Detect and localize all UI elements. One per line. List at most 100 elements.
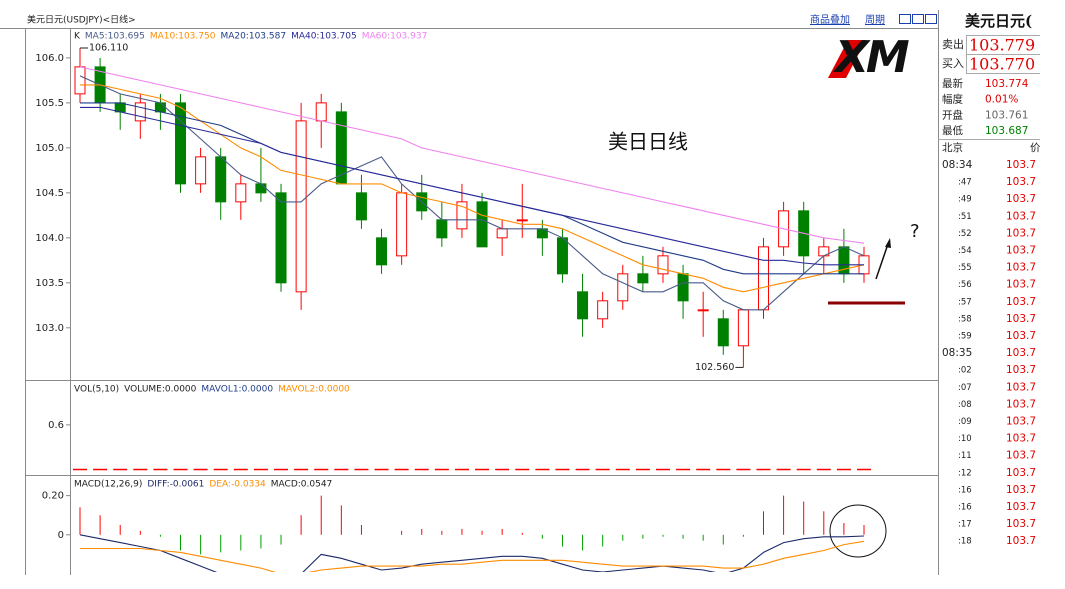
quote-text: 最新 <box>942 77 963 90</box>
legend-entry: MACD:0.0547 <box>271 480 333 490</box>
candle-body <box>154 102 166 113</box>
link[interactable]: 商品叠加 <box>810 13 850 26</box>
window-title: 美元日元(USDJPY)<日线> <box>27 14 136 26</box>
candle-body <box>74 66 86 95</box>
candle-body <box>175 102 187 185</box>
candle-body <box>597 300 609 320</box>
quote-text: 103.687 <box>985 125 1028 137</box>
quote-text: 幅度 <box>942 93 963 106</box>
candle-body <box>556 237 568 275</box>
quote-text: 103.7 <box>1006 279 1036 291</box>
volume-bar <box>454 468 469 471</box>
quote-text: 103.7 <box>1006 159 1036 171</box>
candle-body <box>677 273 689 302</box>
candle-body <box>295 120 307 293</box>
quote-text: :51 <box>958 212 972 222</box>
quote-text: 103.7 <box>1006 296 1036 308</box>
quote-text: 103.7 <box>1006 467 1036 479</box>
quote-text: 卖出 <box>942 37 964 51</box>
quote-text: 103.7 <box>1006 330 1036 342</box>
volume-bar <box>93 468 108 471</box>
candle-body <box>496 228 508 239</box>
volume-bar <box>274 468 289 471</box>
legend-entry: MA5:103.695 <box>85 32 145 42</box>
volume-bar <box>676 468 691 471</box>
quote-text: 北京 <box>942 141 963 154</box>
quote-text: :47 <box>958 178 972 188</box>
frame <box>0 10 939 575</box>
y-tick-label: 105.5 <box>35 98 64 109</box>
price: 103.770 <box>969 55 1035 74</box>
candle-body <box>396 192 408 257</box>
volume-bar <box>253 468 268 471</box>
legend-entry: MA10:103.750 <box>150 32 216 42</box>
link[interactable]: 周期 <box>865 14 885 26</box>
candle-body <box>315 102 327 122</box>
chart-title: 美日日线 <box>608 130 688 154</box>
volume-bar <box>595 468 610 471</box>
logo: XM <box>828 32 912 83</box>
y-tick-label: 105.0 <box>35 143 64 154</box>
candle-body <box>757 246 769 311</box>
plot <box>79 495 865 572</box>
volume-bar <box>816 468 831 471</box>
quote-text: :16 <box>958 485 972 495</box>
quote-text: 08:35 <box>942 347 972 359</box>
volume-bar <box>354 468 369 471</box>
candle-body <box>737 309 749 347</box>
quote-text: 103.761 <box>985 109 1028 121</box>
volume-bar <box>414 468 429 471</box>
volume-bar <box>716 468 731 471</box>
quote-text: 买入 <box>942 57 964 70</box>
volume-bar <box>374 468 389 471</box>
quote-text: :12 <box>958 468 972 478</box>
volume-bar <box>756 468 771 471</box>
series-line <box>79 66 865 244</box>
quote-text: :57 <box>958 297 972 307</box>
quote-text: 103.7 <box>1006 518 1036 530</box>
volume-bar <box>736 468 751 471</box>
candle-body <box>215 156 227 203</box>
quote-text: 最低 <box>942 124 963 137</box>
quote-text: :18 <box>958 537 972 547</box>
y-tick-label: 104.5 <box>35 188 64 199</box>
quote-text: 103.7 <box>1006 398 1036 410</box>
quote-text: :56 <box>958 280 972 290</box>
quote-text: 103.7 <box>1006 416 1036 428</box>
quote-text: 103.7 <box>1006 347 1036 359</box>
legend-entry: MAVOL1:0.0000 <box>201 385 273 395</box>
volume-bar <box>776 468 791 471</box>
volume-bar <box>133 468 148 471</box>
volume-bar <box>696 468 711 471</box>
candle-body <box>275 192 287 284</box>
volume-bar <box>475 468 490 471</box>
series-line <box>80 540 865 572</box>
volume-bar <box>394 468 409 471</box>
legend-entry: VOL(5,10) <box>74 385 119 395</box>
volume-bar <box>294 468 309 471</box>
candle-body <box>697 309 709 312</box>
drawing-tools <box>828 238 905 558</box>
note: ? <box>910 221 920 242</box>
volume-bar <box>434 468 449 471</box>
quote-panel: 美元日元(卖出 103.779 买入 103.770 最新 103.774 幅度 0.01% 开… <box>938 0 1065 589</box>
volume-bar <box>193 468 208 471</box>
toolbar-icons[interactable] <box>899 14 937 24</box>
quote-text: 开盘 <box>942 108 963 121</box>
legend-entry: MA60:103.937 <box>362 32 428 42</box>
quote-text: :55 <box>958 263 972 273</box>
volume-bar <box>535 468 550 471</box>
quote-text: 103.7 <box>1006 245 1036 257</box>
quote-text: 103.7 <box>1006 501 1036 513</box>
y-tick-label: 103.0 <box>35 323 64 334</box>
quote-text: :54 <box>958 246 972 256</box>
volume-bar <box>173 468 188 471</box>
volume-bar <box>857 468 871 471</box>
candle-body <box>436 219 448 239</box>
volume-bar <box>153 468 168 471</box>
y-tick-label: 0.6 <box>48 420 64 431</box>
series-line <box>79 534 865 572</box>
quote-text: 103.7 <box>1006 450 1036 462</box>
quote-text: 103.7 <box>1006 176 1036 188</box>
volume-bar <box>615 468 630 471</box>
